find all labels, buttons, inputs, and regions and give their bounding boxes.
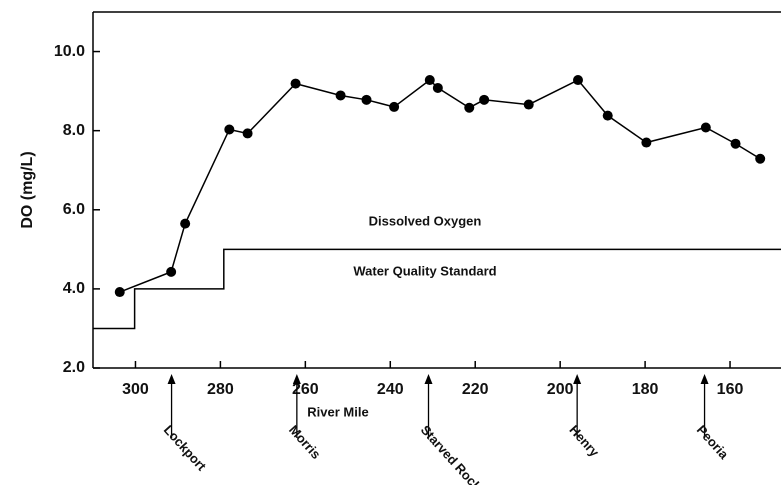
data-point bbox=[700, 122, 711, 133]
data-point bbox=[424, 75, 435, 86]
y-tick-label: 10.0 bbox=[54, 43, 85, 60]
data-point bbox=[641, 137, 652, 148]
data-point bbox=[432, 82, 443, 93]
data-point bbox=[479, 94, 490, 105]
series-label: Dissolved Oxygen bbox=[369, 213, 482, 228]
data-point bbox=[290, 78, 301, 89]
data-point bbox=[180, 218, 191, 229]
x-axis-label: River Mile bbox=[307, 404, 368, 419]
x-tick-label: 220 bbox=[462, 381, 489, 398]
arrow-head bbox=[424, 374, 433, 384]
x-tick-label: 160 bbox=[717, 381, 744, 398]
arrow-head bbox=[167, 374, 176, 384]
data-point bbox=[523, 99, 534, 110]
location-label: Henry bbox=[566, 422, 602, 460]
y-tick-label: 6.0 bbox=[63, 201, 85, 218]
location-label: Peoria bbox=[694, 422, 732, 462]
y-tick-label: 4.0 bbox=[63, 280, 85, 297]
arrow-head bbox=[292, 374, 301, 384]
data-point bbox=[224, 124, 235, 135]
data-point bbox=[730, 138, 741, 149]
data-point bbox=[114, 287, 125, 298]
arrow-head bbox=[700, 374, 709, 384]
x-tick-label: 260 bbox=[292, 381, 319, 398]
data-point bbox=[389, 101, 400, 112]
data-point bbox=[361, 94, 372, 105]
x-tick-label: 300 bbox=[122, 381, 149, 398]
y-tick-label: 2.0 bbox=[63, 359, 85, 376]
data-point bbox=[602, 110, 613, 121]
location-label: Lockport bbox=[161, 422, 210, 474]
x-tick-label: 240 bbox=[377, 381, 404, 398]
x-tick-label: 200 bbox=[547, 381, 574, 398]
arrow-head bbox=[573, 374, 582, 384]
x-tick-label: 180 bbox=[632, 381, 659, 398]
location-label: Starved Rock bbox=[418, 422, 485, 485]
series-label: Water Quality Standard bbox=[353, 263, 496, 278]
data-point bbox=[464, 102, 475, 113]
series-line bbox=[93, 248, 781, 330]
y-tick-label: 8.0 bbox=[63, 122, 85, 139]
data-point bbox=[242, 128, 253, 139]
series-line bbox=[119, 79, 761, 293]
location-label: Morris bbox=[286, 422, 324, 462]
data-point bbox=[166, 266, 177, 277]
y-axis-label: DO (mg/L) bbox=[19, 151, 36, 228]
data-point bbox=[572, 75, 583, 86]
x-tick-label: 280 bbox=[207, 381, 234, 398]
data-point bbox=[335, 90, 346, 101]
data-point bbox=[755, 153, 766, 164]
